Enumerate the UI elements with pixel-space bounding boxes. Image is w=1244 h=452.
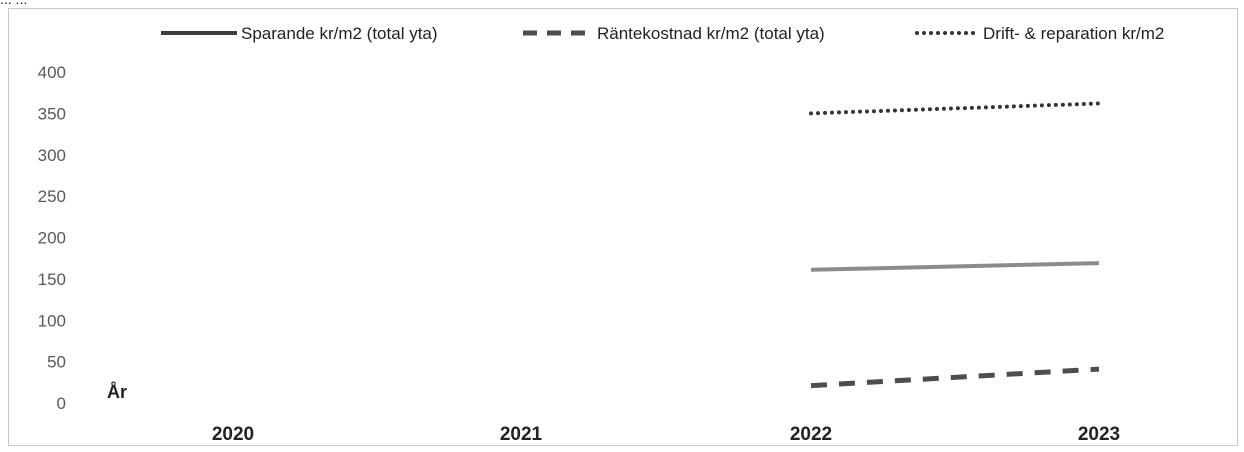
y-tick-label: 50 bbox=[47, 353, 66, 372]
y-tick-label: 100 bbox=[38, 311, 66, 330]
legend: Sparande kr/m2 (total yta) Räntekostnad k… bbox=[161, 24, 1164, 43]
plot-area bbox=[811, 103, 1099, 385]
y-tick-label: 0 bbox=[57, 394, 66, 413]
y-tick-label: 200 bbox=[38, 229, 66, 248]
y-axis: 0 50 100 150 200 250 300 350 400 bbox=[38, 63, 66, 413]
chart-frame: Sparande kr/m2 (total yta) Räntekostnad k… bbox=[8, 8, 1238, 446]
x-axis-label: År bbox=[107, 382, 127, 402]
y-tick-label: 250 bbox=[38, 187, 66, 206]
y-tick-label: 150 bbox=[38, 270, 66, 289]
line-chart: Sparande kr/m2 (total yta) Räntekostnad k… bbox=[9, 9, 1237, 445]
x-tick-label: 2020 bbox=[212, 424, 254, 445]
legend-label: Sparande kr/m2 (total yta) bbox=[241, 24, 438, 43]
legend-label: Räntekostnad kr/m2 (total yta) bbox=[597, 24, 825, 43]
series-line-dotted bbox=[811, 103, 1099, 113]
x-axis: 2020 2021 2022 2023 bbox=[212, 424, 1120, 445]
y-tick-label: 350 bbox=[38, 104, 66, 123]
x-tick-label: 2023 bbox=[1078, 424, 1120, 445]
series-line-dashed bbox=[811, 369, 1099, 386]
y-tick-label: 300 bbox=[38, 146, 66, 165]
legend-label: Drift- & reparation kr/m2 bbox=[983, 24, 1164, 43]
cropped-heading-fragment: ... ... bbox=[0, 0, 200, 6]
series-line-solid bbox=[811, 263, 1099, 270]
x-tick-label: 2021 bbox=[500, 424, 543, 445]
x-tick-label: 2022 bbox=[790, 424, 832, 445]
y-tick-label: 400 bbox=[38, 63, 66, 82]
